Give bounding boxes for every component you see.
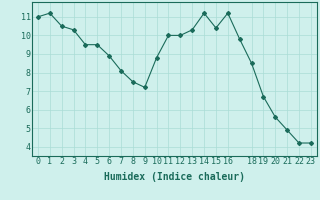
X-axis label: Humidex (Indice chaleur): Humidex (Indice chaleur) [104,172,245,182]
